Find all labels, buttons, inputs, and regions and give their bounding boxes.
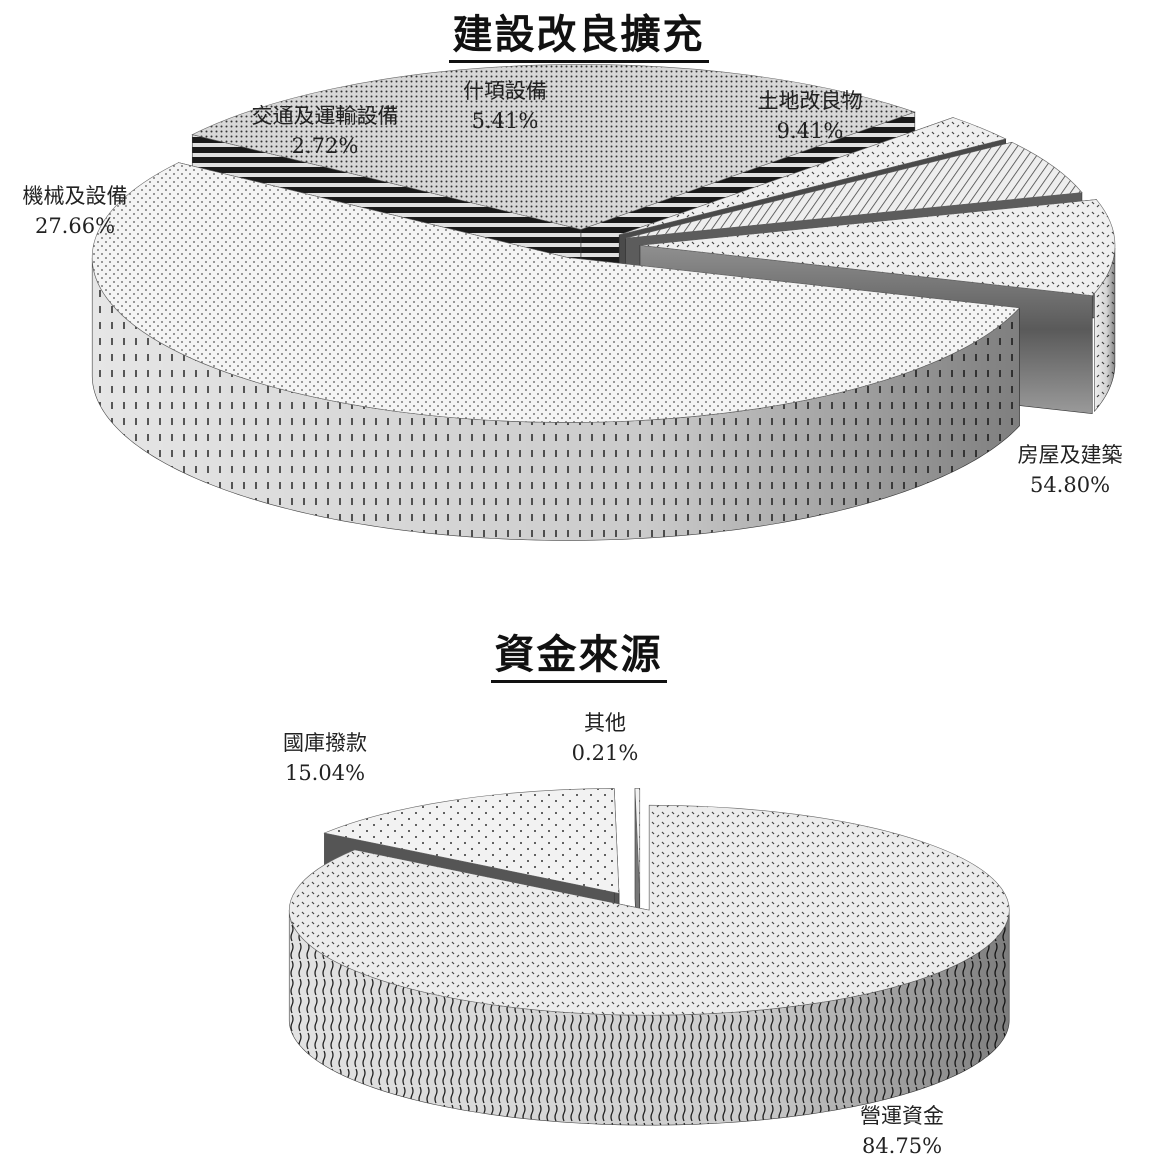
slice-name-label: 什項設備 <box>463 79 547 103</box>
slice-value-label: 2.72% <box>292 134 359 158</box>
chart-title-funding: 資金來源 <box>0 622 1157 683</box>
pie-slice <box>91 162 1021 541</box>
slice-name-label: 房屋及建築 <box>1018 443 1123 467</box>
slice-value-label: 15.04% <box>285 761 365 785</box>
slice-value-label: 54.80% <box>1030 473 1110 497</box>
chart-title-construction: 建設改良擴充 <box>0 2 1157 63</box>
slice-value-label: 84.75% <box>862 1134 942 1158</box>
slice-name-label: 國庫撥款 <box>283 731 367 755</box>
slice-value-label: 27.66% <box>35 214 115 238</box>
pie-chart-funding: 營運資金 84.75% 國庫撥款 15.04% 其他 0.21% <box>283 711 1010 1158</box>
pie-chart-construction: 房屋及建築 54.80% 機械及設備 27.66% 交通及運輸設備 2.72% 什項設備 5.… <box>23 64 1123 541</box>
slice-name-label: 其他 <box>584 711 626 735</box>
slice-value-label: 9.41% <box>777 119 844 143</box>
slice-name-label: 機械及設備 <box>23 184 128 208</box>
slice-name-label: 土地改良物 <box>758 89 863 113</box>
slice-name-label: 營運資金 <box>860 1104 944 1128</box>
pie-slice <box>288 804 1010 1126</box>
slice-name-label: 交通及運輸設備 <box>252 104 399 128</box>
slice-value-label: 0.21% <box>572 741 639 765</box>
slice-value-label: 5.41% <box>472 109 539 133</box>
